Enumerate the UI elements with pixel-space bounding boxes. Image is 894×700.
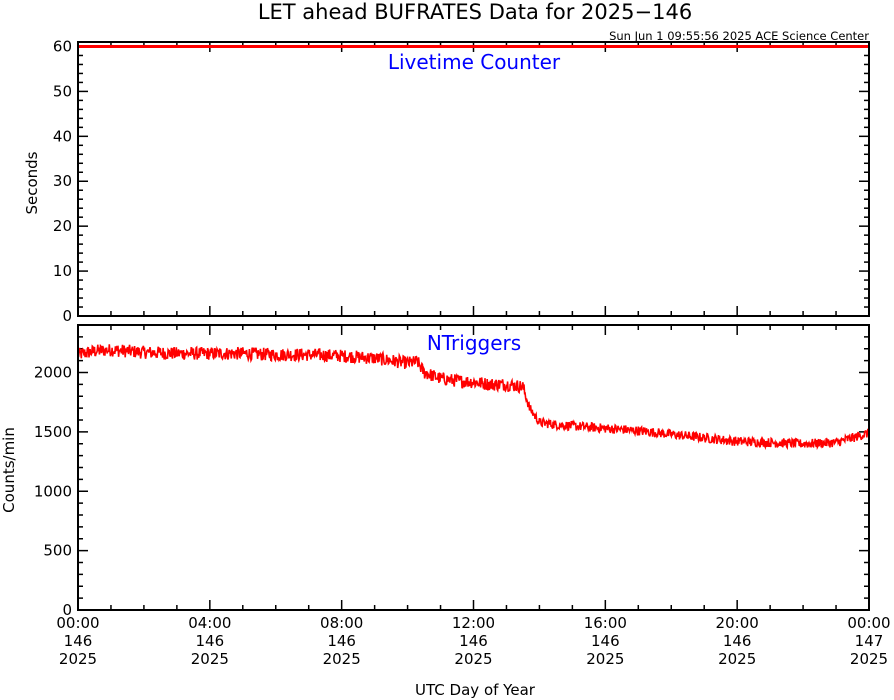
x-tick-label-year: 2025 xyxy=(718,650,756,668)
livetime-panel: Livetime Counter Seconds 0 10 20 30 40 50 60 xyxy=(23,37,870,325)
y-axis-label-seconds: Seconds xyxy=(23,151,41,214)
x-tick-label-year: 2025 xyxy=(454,650,492,668)
y-tick-label: 0 xyxy=(62,601,72,619)
x-tick-label-time: 12:00 xyxy=(452,614,495,632)
chart-title: LET ahead BUFRATES Data for 2025−146 xyxy=(258,0,692,24)
plot-frame xyxy=(77,324,870,611)
x-tick-label-doy: 146 xyxy=(459,632,488,650)
y-tick-label: 1500 xyxy=(34,423,72,441)
series-line xyxy=(77,343,870,451)
y-tick-label: 0 xyxy=(62,307,72,325)
x-tick-label-doy: 147 xyxy=(855,632,884,650)
y-tick-label: 20 xyxy=(53,217,72,235)
plot-frame xyxy=(77,41,870,317)
y-tick-label: 1000 xyxy=(34,482,72,500)
plot-frame-overlay xyxy=(77,41,870,317)
y-tick-label: 2000 xyxy=(34,364,72,382)
x-tick-label-doy: 146 xyxy=(327,632,356,650)
x-tick-label-time: 16:00 xyxy=(584,614,627,632)
x-tick-label-time: 00:00 xyxy=(56,614,99,632)
y-tick-label: 40 xyxy=(53,127,72,145)
x-axis-label: UTC Day of Year xyxy=(415,681,536,699)
x-tick-label-doy: 146 xyxy=(64,632,93,650)
x-tick-label-doy: 146 xyxy=(723,632,752,650)
x-tick-label-doy: 146 xyxy=(591,632,620,650)
y-tick-label: 10 xyxy=(53,262,72,280)
x-tick-label-doy: 146 xyxy=(196,632,225,650)
timestamp-label: Sun Jun 1 09:55:56 2025 ACE Science Cent… xyxy=(609,29,869,43)
x-tick-label-year: 2025 xyxy=(586,650,624,668)
y-tick-label: 60 xyxy=(53,37,72,55)
y-axis-label-counts: Counts/min xyxy=(0,427,18,513)
x-tick-label-time: 00:00 xyxy=(847,614,890,632)
y-tick-label: 50 xyxy=(53,82,72,100)
x-tick-label-year: 2025 xyxy=(323,650,361,668)
y-tick-label: 30 xyxy=(53,172,72,190)
x-tick-label-time: 20:00 xyxy=(716,614,759,632)
panel-label-livetime: Livetime Counter xyxy=(388,50,561,74)
x-tick-label-year: 2025 xyxy=(191,650,229,668)
y-tick-label: 500 xyxy=(43,542,72,560)
x-tick-label-time: 04:00 xyxy=(188,614,231,632)
plot-frame-overlay xyxy=(77,324,870,611)
x-tick-label-year: 2025 xyxy=(59,650,97,668)
x-axis-ticks: 00:00146202504:00146202508:00146202512:0… xyxy=(56,614,890,668)
x-tick-label-year: 2025 xyxy=(850,650,888,668)
x-tick-label-time: 08:00 xyxy=(320,614,363,632)
